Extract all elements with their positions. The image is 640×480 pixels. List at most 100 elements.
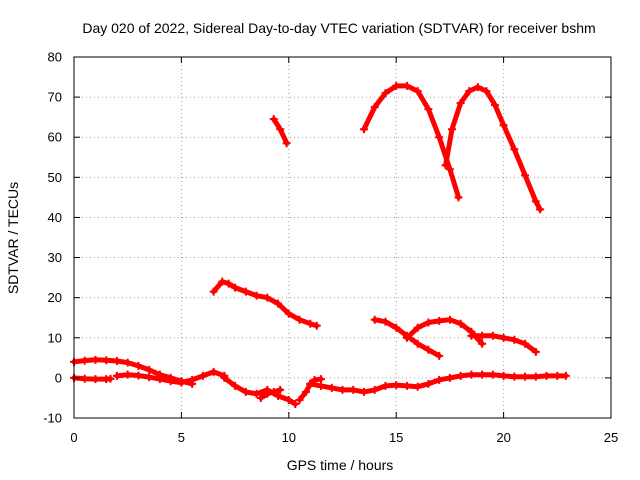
- data-point: [392, 323, 401, 332]
- series-arc-7: [306, 370, 570, 396]
- data-point: [269, 387, 278, 396]
- data-point: [263, 293, 272, 302]
- data-point: [435, 351, 444, 360]
- data-point: [106, 374, 115, 383]
- data-point: [276, 385, 285, 394]
- x-tick-label: 5: [178, 430, 185, 445]
- data-point: [445, 315, 454, 324]
- y-tick-label: 40: [48, 210, 62, 225]
- data-point: [327, 383, 336, 392]
- data-point: [402, 381, 411, 390]
- data-point: [424, 318, 433, 327]
- data-point: [291, 399, 300, 408]
- data-point: [359, 387, 368, 396]
- data-point: [488, 331, 497, 340]
- data-point: [123, 370, 132, 379]
- data-point: [91, 375, 100, 384]
- data-point: [284, 395, 293, 404]
- data-point: [531, 347, 540, 356]
- data-point: [349, 385, 358, 394]
- data-point: [306, 319, 315, 328]
- data-point: [435, 375, 444, 384]
- data-point: [295, 315, 304, 324]
- data-point: [424, 345, 433, 354]
- x-tick-label: 15: [389, 430, 403, 445]
- data-point: [456, 371, 465, 380]
- x-tick-label: 20: [496, 430, 510, 445]
- data-point: [80, 374, 89, 383]
- y-tick-label: 20: [48, 290, 62, 305]
- data-point: [448, 125, 457, 134]
- data-point: [473, 83, 482, 92]
- data-point: [269, 115, 278, 124]
- series-group: [70, 81, 570, 408]
- data-point: [424, 379, 433, 388]
- data-point: [392, 381, 401, 390]
- data-point: [209, 367, 218, 376]
- data-point: [478, 370, 487, 379]
- data-point: [402, 81, 411, 90]
- y-tick-label: 50: [48, 170, 62, 185]
- data-point: [263, 389, 272, 398]
- data-point: [312, 321, 321, 330]
- data-point: [284, 309, 293, 318]
- data-point: [521, 171, 530, 180]
- data-point: [413, 382, 422, 391]
- x-tick-label: 10: [282, 430, 296, 445]
- data-point: [359, 125, 368, 134]
- data-point: [252, 291, 261, 300]
- data-point: [499, 121, 508, 130]
- data-point: [241, 387, 250, 396]
- data-point: [306, 379, 315, 388]
- data-point: [381, 381, 390, 390]
- data-point: [561, 371, 570, 380]
- data-point: [91, 355, 100, 364]
- y-tick-label: 60: [48, 130, 62, 145]
- data-point: [424, 105, 433, 114]
- data-point: [274, 391, 283, 400]
- data-point: [112, 357, 121, 366]
- data-point: [134, 361, 143, 370]
- series-line: [361, 83, 461, 200]
- data-point: [177, 378, 186, 387]
- data-point: [445, 373, 454, 382]
- data-point: [241, 287, 250, 296]
- data-point: [413, 87, 422, 96]
- data-point: [413, 339, 422, 348]
- data-point: [209, 287, 218, 296]
- data-point: [478, 331, 487, 340]
- data-point: [510, 372, 519, 381]
- data-point: [456, 319, 465, 328]
- y-tick-label: -10: [43, 411, 62, 426]
- data-point: [499, 371, 508, 380]
- data-point: [542, 371, 551, 380]
- data-point: [276, 125, 285, 134]
- series-line: [443, 84, 543, 212]
- data-point: [510, 335, 519, 344]
- data-point: [536, 205, 545, 214]
- data-point: [467, 331, 476, 340]
- data-point: [465, 87, 474, 96]
- data-point: [402, 333, 411, 342]
- data-point: [370, 103, 379, 112]
- data-point: [155, 375, 164, 384]
- y-tick-label: 30: [48, 250, 62, 265]
- x-tick-label: 25: [604, 430, 618, 445]
- y-tick-label: 0: [55, 370, 62, 385]
- plot-frame: [73, 56, 612, 419]
- data-point: [435, 316, 444, 325]
- data-point: [256, 393, 265, 402]
- series-arc-10: [359, 81, 463, 202]
- y-tick-label: 10: [48, 330, 62, 345]
- data-point: [198, 371, 207, 380]
- data-point: [123, 358, 132, 367]
- data-point: [491, 101, 500, 110]
- data-point: [521, 339, 530, 348]
- series-arc-4: [220, 373, 300, 408]
- series-arc-8: [209, 277, 321, 330]
- data-point: [413, 323, 422, 332]
- data-point: [454, 193, 463, 202]
- data-point: [134, 371, 143, 380]
